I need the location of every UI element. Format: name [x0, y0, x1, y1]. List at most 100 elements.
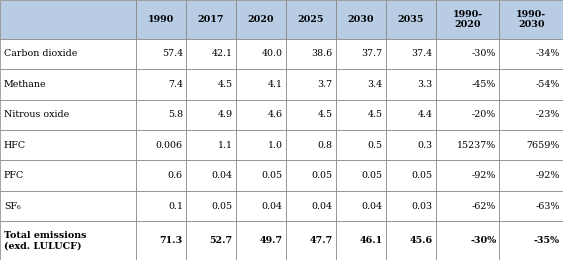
Bar [286, 160, 336, 191]
Text: 0.04: 0.04 [361, 202, 383, 211]
Bar [336, 100, 386, 130]
Bar [236, 39, 286, 69]
Bar [136, 69, 186, 100]
Bar [286, 39, 336, 69]
Bar [0, 160, 136, 191]
Bar [499, 221, 563, 260]
Text: PFC: PFC [4, 171, 24, 180]
Bar [336, 69, 386, 100]
Text: 0.3: 0.3 [417, 141, 432, 150]
Bar [336, 221, 386, 260]
Bar [136, 39, 186, 69]
Bar [436, 221, 499, 260]
Bar [286, 130, 336, 160]
Text: 5.8: 5.8 [168, 110, 183, 119]
Bar [436, 191, 499, 221]
Bar [186, 191, 236, 221]
Text: -30%: -30% [472, 49, 496, 58]
Text: -30%: -30% [470, 236, 496, 245]
Text: 2025: 2025 [297, 15, 324, 24]
Bar [499, 0, 563, 39]
Text: 4.1: 4.1 [268, 80, 283, 89]
Bar [286, 100, 336, 130]
Bar [0, 69, 136, 100]
Text: 3.4: 3.4 [368, 80, 383, 89]
Text: 40.0: 40.0 [262, 49, 283, 58]
Text: 4.5: 4.5 [368, 110, 383, 119]
Text: -23%: -23% [535, 110, 560, 119]
Bar [436, 39, 499, 69]
Bar [0, 221, 136, 260]
Text: 4.4: 4.4 [418, 110, 432, 119]
Bar [236, 100, 286, 130]
Text: Total emissions
(exd. LULUCF): Total emissions (exd. LULUCF) [4, 231, 87, 250]
Bar [186, 0, 236, 39]
Text: HFC: HFC [4, 141, 26, 150]
Text: 0.05: 0.05 [262, 171, 283, 180]
Text: 0.8: 0.8 [318, 141, 333, 150]
Bar [286, 221, 336, 260]
Bar [436, 130, 499, 160]
Text: 4.9: 4.9 [218, 110, 233, 119]
Bar [136, 221, 186, 260]
Bar [499, 39, 563, 69]
Text: 2017: 2017 [198, 15, 224, 24]
Text: Methane: Methane [4, 80, 47, 89]
Bar [336, 0, 386, 39]
Text: 0.006: 0.006 [156, 141, 183, 150]
Text: 0.04: 0.04 [212, 171, 233, 180]
Bar [286, 69, 336, 100]
Bar [499, 160, 563, 191]
Text: 4.5: 4.5 [218, 80, 233, 89]
Text: 0.04: 0.04 [312, 202, 333, 211]
Text: 1.1: 1.1 [218, 141, 233, 150]
Text: Carbon dioxide: Carbon dioxide [4, 49, 77, 58]
Text: -63%: -63% [535, 202, 560, 211]
Bar [286, 191, 336, 221]
Text: -92%: -92% [535, 171, 560, 180]
Bar [186, 69, 236, 100]
Bar [136, 160, 186, 191]
Bar [386, 69, 436, 100]
Text: 2035: 2035 [397, 15, 424, 24]
Bar [499, 130, 563, 160]
Bar [136, 130, 186, 160]
Text: 7.4: 7.4 [168, 80, 183, 89]
Text: 4.5: 4.5 [318, 110, 333, 119]
Text: 57.4: 57.4 [162, 49, 183, 58]
Text: Nitrous oxide: Nitrous oxide [4, 110, 69, 119]
Bar [236, 0, 286, 39]
Bar [386, 100, 436, 130]
Bar [236, 160, 286, 191]
Text: 45.6: 45.6 [409, 236, 432, 245]
Text: 0.03: 0.03 [412, 202, 432, 211]
Text: 2020: 2020 [248, 15, 274, 24]
Bar [499, 191, 563, 221]
Text: 0.6: 0.6 [168, 171, 183, 180]
Text: 71.3: 71.3 [160, 236, 183, 245]
Bar [0, 130, 136, 160]
Text: 4.6: 4.6 [267, 110, 283, 119]
Text: -45%: -45% [472, 80, 496, 89]
Bar [286, 0, 336, 39]
Text: 1990-
2020: 1990- 2020 [452, 10, 482, 29]
Bar [386, 191, 436, 221]
Bar [236, 130, 286, 160]
Text: -35%: -35% [534, 236, 560, 245]
Text: 46.1: 46.1 [359, 236, 383, 245]
Text: 38.6: 38.6 [311, 49, 333, 58]
Text: 3.3: 3.3 [417, 80, 432, 89]
Bar [136, 191, 186, 221]
Bar [0, 0, 136, 39]
Text: 0.1: 0.1 [168, 202, 183, 211]
Bar [0, 191, 136, 221]
Text: 0.05: 0.05 [412, 171, 432, 180]
Text: 2030: 2030 [347, 15, 374, 24]
Text: 1990-
2030: 1990- 2030 [516, 10, 546, 29]
Bar [336, 160, 386, 191]
Bar [436, 160, 499, 191]
Text: 42.1: 42.1 [212, 49, 233, 58]
Text: 1.0: 1.0 [268, 141, 283, 150]
Text: -20%: -20% [472, 110, 496, 119]
Text: 0.05: 0.05 [212, 202, 233, 211]
